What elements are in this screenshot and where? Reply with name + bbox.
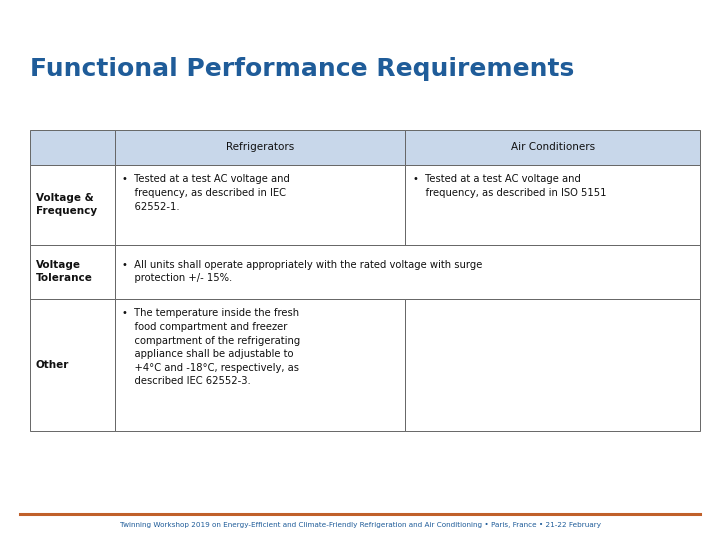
Text: Air Conditioners: Air Conditioners: [510, 142, 595, 152]
Bar: [405, 299, 700, 431]
Text: Refrigerators: Refrigerators: [226, 142, 294, 152]
Text: •  Tested at a test AC voltage and
    frequency, as described in IEC
    62552-: • Tested at a test AC voltage and freque…: [122, 174, 290, 212]
Bar: [30, 299, 115, 431]
Text: Functional Performance Requirements: Functional Performance Requirements: [30, 57, 575, 80]
Bar: [405, 165, 700, 245]
Text: Voltage
Tolerance: Voltage Tolerance: [36, 260, 93, 283]
Bar: [115, 165, 405, 245]
Bar: [115, 130, 405, 165]
Text: Twinning Workshop 2019 on Energy-Efficient and Climate-Friendly Refrigeration an: Twinning Workshop 2019 on Energy-Efficie…: [120, 522, 600, 528]
Text: •  The temperature inside the fresh
    food compartment and freezer
    compart: • The temperature inside the fresh food …: [122, 308, 301, 386]
Text: Other: Other: [36, 360, 69, 370]
Bar: [30, 130, 115, 165]
Bar: [115, 299, 405, 431]
Bar: [30, 245, 115, 299]
Text: •  All units shall operate appropriately with the rated voltage with surge
    p: • All units shall operate appropriately …: [122, 260, 483, 284]
Bar: [405, 130, 700, 165]
Bar: [115, 245, 700, 299]
Bar: [30, 165, 115, 245]
Text: Voltage &
Frequency: Voltage & Frequency: [36, 193, 97, 216]
Text: •  Tested at a test AC voltage and
    frequency, as described in ISO 5151: • Tested at a test AC voltage and freque…: [413, 174, 606, 198]
